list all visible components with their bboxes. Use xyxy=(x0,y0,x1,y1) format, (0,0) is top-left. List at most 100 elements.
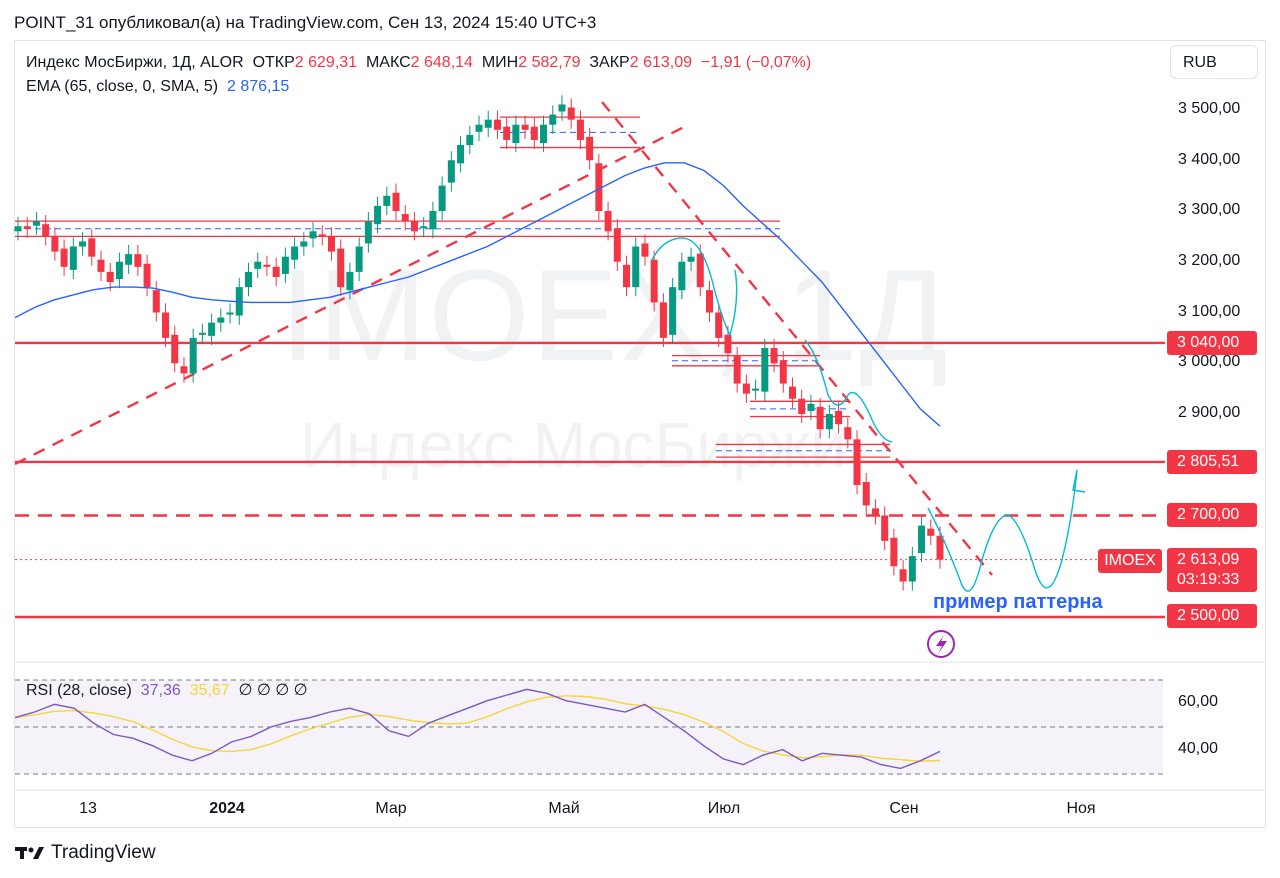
candle xyxy=(32,221,40,226)
candle xyxy=(69,246,77,270)
rsi-extra-values: ∅ ∅ ∅ ∅ xyxy=(238,682,308,699)
level-tag-3040: 3 040,00 xyxy=(1167,331,1257,355)
candle xyxy=(927,528,935,536)
candle xyxy=(410,221,418,232)
rsi-line xyxy=(14,688,941,770)
candle xyxy=(871,508,879,516)
pattern-drawing xyxy=(804,339,893,443)
change-value: −1,91 (−0,07%) xyxy=(700,54,812,71)
candle xyxy=(641,243,649,257)
price-axis-label: 3 500,00 xyxy=(1178,100,1241,117)
candle xyxy=(623,264,631,288)
rsi-label[interactable]: RSI (28, close) xyxy=(26,682,132,699)
candle xyxy=(420,226,428,229)
candle xyxy=(364,221,372,244)
time-axis-label: 13 xyxy=(79,800,97,817)
last-price-tag: 2 613,09 03:19:33 xyxy=(1167,548,1257,592)
tradingview-logo[interactable]: TradingView xyxy=(15,842,156,864)
ema-line xyxy=(14,162,941,427)
price-axis-label: 3 200,00 xyxy=(1178,252,1241,269)
candle xyxy=(715,312,723,338)
candle xyxy=(742,383,750,394)
candle xyxy=(493,119,501,130)
level-tag-2500: 2 500,00 xyxy=(1167,604,1257,628)
candle xyxy=(217,317,225,323)
candle xyxy=(576,119,584,140)
time-axis-label: 2024 xyxy=(209,800,245,817)
high-label: МАКС xyxy=(365,54,411,71)
candle xyxy=(844,427,852,440)
candle xyxy=(567,107,575,120)
ema-value: 2 876,15 xyxy=(226,78,290,95)
pattern-drawing xyxy=(651,237,738,337)
level-tag-2700: 2 700,00 xyxy=(1167,503,1257,527)
candle xyxy=(632,246,640,288)
low-value: 2 582,79 xyxy=(518,54,581,71)
pattern-drawing xyxy=(927,469,1086,592)
candle xyxy=(908,556,916,582)
candle xyxy=(881,515,889,541)
ema-legend[interactable]: EMA (65, close, 0, SMA, 5) 2 876,15 xyxy=(26,78,289,96)
candle xyxy=(392,192,400,211)
candle xyxy=(272,266,280,277)
level-tag-2805: 2 805,51 xyxy=(1167,450,1257,474)
candle xyxy=(595,163,603,211)
candle xyxy=(318,234,326,237)
candle xyxy=(346,271,354,291)
candle xyxy=(475,124,483,132)
rsi-axis-label: 60,00 xyxy=(1178,693,1219,710)
candle xyxy=(355,246,363,272)
candle xyxy=(171,334,179,364)
symbol-name[interactable]: Индекс МосБиржи, 1Д, ALOR xyxy=(26,54,244,71)
price-axis-label: 2 900,00 xyxy=(1178,404,1241,421)
low-label: МИН xyxy=(481,54,519,71)
candle xyxy=(337,248,345,288)
time-axis-label: Ноя xyxy=(1066,800,1096,817)
candle xyxy=(162,312,170,338)
candle xyxy=(530,126,538,140)
time-axis-label: Июл xyxy=(707,800,741,817)
candle xyxy=(438,185,446,211)
high-value: 2 648,14 xyxy=(410,54,473,71)
candle xyxy=(779,360,787,384)
open-value: 2 629,31 xyxy=(294,54,358,71)
rising-trendline xyxy=(14,122,691,466)
ema-label[interactable]: EMA (65, close, 0, SMA, 5) xyxy=(26,78,219,95)
candle xyxy=(208,322,216,336)
currency-button[interactable]: RUB xyxy=(1170,45,1258,79)
rsi-legend[interactable]: RSI (28, close) 37,36 35,67 ∅ ∅ ∅ ∅ xyxy=(26,680,308,700)
candle xyxy=(521,124,529,130)
candle xyxy=(106,271,114,283)
candle xyxy=(696,253,704,288)
close-label: ЗАКР xyxy=(589,54,630,71)
candle xyxy=(79,241,87,247)
candle xyxy=(825,414,833,430)
candle xyxy=(503,126,511,140)
tradingview-logo-icon xyxy=(15,847,44,859)
candle xyxy=(798,398,806,414)
candle xyxy=(51,236,59,252)
candle xyxy=(788,386,796,399)
candle xyxy=(457,145,465,164)
candle xyxy=(300,241,308,247)
candle xyxy=(484,119,492,128)
candle xyxy=(97,259,105,272)
tradingview-logo-text: TradingView xyxy=(51,842,156,863)
candle xyxy=(558,104,566,112)
pattern-annotation: пример паттерна xyxy=(933,591,1103,613)
rsi-axis-label: 40,00 xyxy=(1178,740,1219,757)
time-axis-label: Сен xyxy=(889,800,919,817)
price-axis-label: 3 000,00 xyxy=(1178,353,1241,370)
candle xyxy=(88,238,96,257)
candle xyxy=(14,226,22,232)
symbol-tag: IMOEX xyxy=(1098,549,1162,573)
bar-countdown: 03:19:33 xyxy=(1177,571,1240,588)
candle xyxy=(613,228,621,262)
candle xyxy=(604,211,612,232)
candle xyxy=(226,312,234,315)
candle xyxy=(254,261,262,269)
candle xyxy=(724,334,732,354)
candle xyxy=(309,231,317,239)
candle xyxy=(549,114,557,125)
